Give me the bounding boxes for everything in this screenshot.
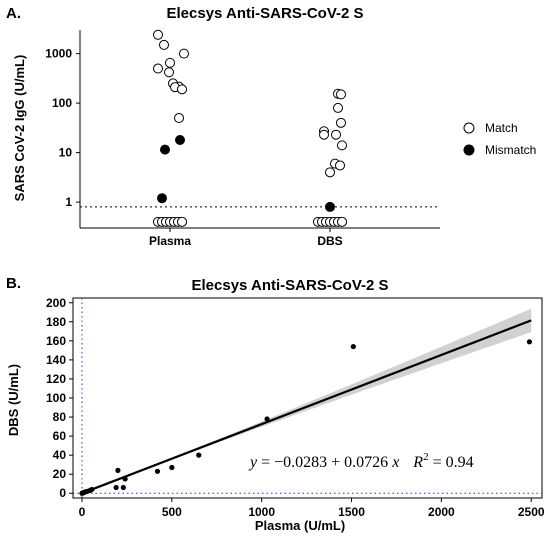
panel-a-legend: Match Mismatch: [463, 121, 536, 157]
panel-a-match-point: [165, 57, 175, 68]
panel-b-data-point: [169, 464, 175, 471]
equation-x: x: [391, 454, 399, 471]
panel-b-y-tick-label: 60: [53, 429, 67, 443]
legend-mismatch-marker: [463, 144, 475, 156]
equation-y: y: [248, 454, 258, 471]
panel-a-match-point: [331, 129, 341, 140]
panel-a-mismatch-point: [160, 144, 170, 155]
equation-r: R: [412, 454, 423, 471]
panel-b-y-tick-label: 20: [53, 467, 67, 481]
panel-a-match-point: [164, 67, 174, 78]
legend-match-marker: [463, 122, 475, 134]
panel-b-y-axis-label: DBS (U/mL): [6, 364, 21, 436]
panel-a-match-point: [325, 167, 335, 178]
panel-a-y-tick-label: 100: [52, 96, 72, 110]
panel-a-match-point: [337, 140, 347, 151]
panel-b-data-point: [115, 467, 121, 473]
panel-a-title: Elecsys Anti-SARS-CoV-2 S: [167, 5, 364, 22]
panel-a-mismatch-point: [325, 201, 335, 212]
panel-a-match-point: [335, 160, 345, 171]
panel-b-data-point: [120, 484, 126, 491]
panel-a-mismatch-point: [157, 193, 167, 204]
panel-a-y-ticks: 1 10 100 1000: [45, 47, 80, 209]
panel-b-y-tick-label: 120: [46, 372, 66, 386]
panel-a-match-point: [336, 89, 346, 100]
equation-body: = −0.0283 + 0.0726: [257, 454, 388, 471]
panel-a-match-point: [333, 102, 343, 113]
panel-b-y-tick-label: 0: [59, 486, 66, 500]
panel-b-y-tick-label: 100: [46, 391, 66, 405]
panel-a-y-tick-label: 1000: [45, 47, 72, 61]
panel-a-match-point: [159, 39, 169, 50]
panel-b-y-tick-label: 200: [46, 296, 66, 310]
panel-b-x-tick-label: 2000: [428, 505, 455, 519]
panel-a-x-tick-label: Plasma: [149, 234, 191, 248]
panel-b-x-tick-label: 2500: [518, 505, 545, 519]
panel-b-data-point: [264, 416, 270, 422]
panel-b-data-point: [154, 468, 161, 474]
panel-a-y-tick-label: 10: [59, 146, 73, 160]
panel-a-match-point: [319, 129, 329, 140]
panel-b-data-point: [122, 476, 128, 482]
panel-a-mismatch-point: [175, 134, 185, 145]
panel-a-match-point: [177, 84, 187, 95]
panel-b-y-tick-label: 180: [46, 315, 66, 329]
panel-b-y-tick-label: 160: [46, 334, 66, 348]
panel-a: A. Elecsys Anti-SARS-CoV-2 S SARS CoV-2 …: [6, 5, 536, 248]
panel-a-match-point: [153, 29, 163, 40]
panel-b-equation: y = −0.0283 + 0.0726 x R2 = 0.94: [248, 451, 474, 471]
panel-b-x-tick-label: 1000: [248, 505, 275, 519]
panel-a-match-point: [337, 216, 347, 227]
panel-b-y-tick-label: 140: [46, 353, 66, 367]
panel-a-match-point: [179, 48, 189, 59]
panel-b-x-tick-label: 1500: [338, 505, 365, 519]
panel-b-data-point: [113, 484, 119, 491]
panel-a-letter: A.: [6, 5, 21, 22]
panel-b-y-ticks: 0 20 40 60 80 100 120 140 160 180 200: [46, 296, 73, 500]
panel-b-x-tick-label: 0: [79, 505, 86, 519]
panel-b-data-point: [526, 339, 533, 345]
panel-a-match-point: [336, 117, 346, 128]
panel-a-match-point: [177, 216, 187, 227]
panel-a-x-tick-label: DBS: [317, 234, 342, 248]
equation-r2-value: = 0.94: [429, 454, 474, 471]
panel-b-x-axis-label: Plasma (U/mL): [255, 518, 345, 533]
panel-b-data-point: [196, 452, 202, 458]
panel-b-y-tick-label: 80: [53, 410, 67, 424]
panel-a-x-ticks: Plasma DBS: [149, 228, 343, 248]
panel-a-match-point: [153, 63, 163, 74]
panel-b-letter: B.: [6, 275, 21, 292]
panel-b-regression-line: [81, 319, 532, 495]
panel-b-points: [79, 339, 533, 496]
panel-b-y-tick-label: 40: [53, 448, 67, 462]
panel-b: B. Elecsys Anti-SARS-CoV-2 S DBS (U/mL) …: [6, 275, 545, 533]
panel-a-points: [153, 29, 347, 227]
panel-a-y-axis-label: SARS CoV-2 IgG (U/mL): [12, 55, 27, 202]
panel-b-x-ticks: 0 500 1000 1500 2000 2500: [79, 498, 545, 519]
panel-b-title: Elecsys Anti-SARS-CoV-2 S: [192, 277, 389, 294]
panel-b-x-tick-label: 500: [162, 505, 182, 519]
panel-b-data-point: [89, 486, 95, 493]
panel-a-match-point: [174, 113, 184, 124]
panel-a-y-tick-label: 1: [65, 195, 72, 209]
equation-r-superscript: 2: [423, 451, 429, 463]
legend-match-label: Match: [485, 121, 518, 135]
legend-mismatch-label: Mismatch: [485, 143, 536, 157]
panel-b-data-point: [350, 343, 356, 350]
